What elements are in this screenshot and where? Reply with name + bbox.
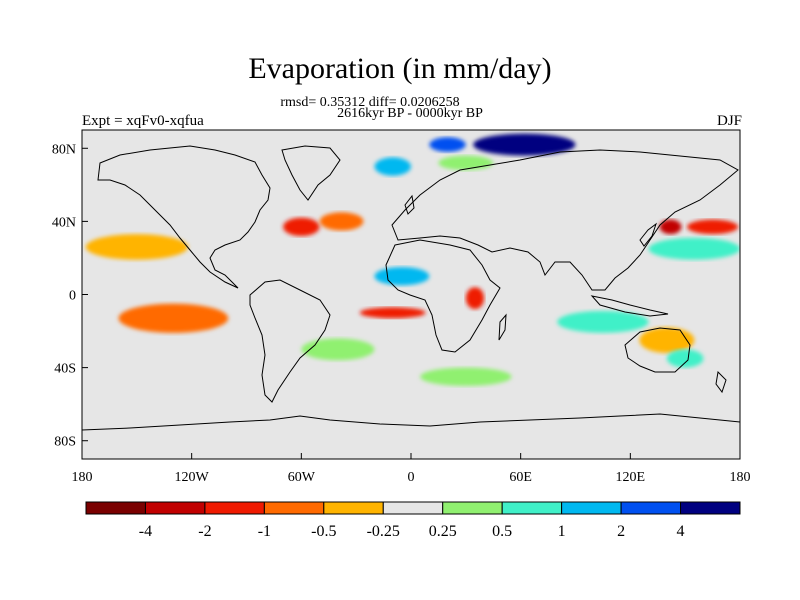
lat-tick-label: 40N [52, 215, 76, 230]
colorbar-label: -1 [258, 523, 271, 540]
anomaly-patch-5 [319, 212, 364, 231]
colorbar-label: -4 [139, 523, 152, 540]
colorbar-swatch [382, 501, 444, 515]
stats-label: rmsd= 0.35312 diff= 0.0206258 [280, 95, 460, 110]
anomaly-patch-0 [473, 133, 576, 156]
colorbar-label: 0.25 [429, 523, 457, 540]
anomaly-patch-10 [465, 287, 485, 310]
colorbar-swatch [501, 501, 563, 515]
lat-tick-label: 80N [52, 142, 76, 157]
lat-tick-label: 80S [54, 435, 76, 450]
lon-tick-label: 120E [616, 470, 646, 485]
anomaly-patch-6 [659, 219, 682, 235]
coastlines [82, 145, 740, 431]
colorbar-swatch [263, 501, 325, 515]
colorbar-swatch [561, 501, 622, 515]
lat-tick-label: 40S [54, 362, 76, 377]
colorbar-label: 4 [677, 523, 685, 540]
map-axes: 180 120W 60W 0 60E 120E 180 80N 40N 0 40S 80S [52, 142, 751, 485]
lon-tick-label: 180 [72, 470, 93, 485]
season-label: DJF [716, 113, 742, 129]
lon-tick-label: 180 [730, 470, 751, 485]
anomaly-patch-2 [374, 157, 411, 176]
anomaly-patch-9 [374, 267, 430, 286]
colorbar-swatch [323, 501, 384, 515]
anomaly-patch-7 [686, 219, 739, 235]
anomaly-patch-12 [118, 303, 229, 333]
colorbar-swatch [204, 501, 265, 515]
colorbar-swatch [85, 501, 146, 515]
anomaly-patch-13 [359, 307, 426, 319]
lon-tick-label: 60W [288, 470, 316, 485]
colorbar-swatch [442, 501, 503, 515]
colorbar-swatch [680, 501, 741, 515]
lon-tick-label: 120W [175, 470, 210, 485]
anomaly-patch-4 [283, 217, 320, 237]
anomaly-patch-17 [301, 338, 375, 361]
colorbar-label: -0.5 [311, 523, 336, 540]
anomaly-patch-18 [420, 367, 512, 386]
colorbar-swatch [144, 501, 206, 515]
anomaly-patch-11 [85, 234, 189, 260]
colorbar-label: -0.25 [367, 523, 400, 540]
lon-tick-label: 0 [408, 470, 415, 485]
anomaly-patch-15 [639, 327, 695, 353]
period-label: 2616kyr BP - 0000kyr BP [337, 106, 483, 121]
colorbar: -4 -2 -1 -0.5 -0.25 0.25 0.5 1 2 4 [85, 501, 741, 540]
anomaly-patch-8 [648, 237, 740, 260]
plot-title: Evaporation (in mm/day) [248, 52, 552, 85]
lat-tick-label: 0 [69, 289, 76, 304]
experiment-label: Expt = xqFv0-xqfua [82, 113, 204, 129]
anomaly-patch-3 [438, 155, 494, 171]
anomaly-patch-16 [666, 349, 704, 368]
map-background [82, 130, 740, 459]
colorbar-label: -2 [198, 523, 211, 540]
evaporation-field [85, 133, 740, 386]
colorbar-swatch [620, 501, 682, 515]
anomaly-patch-14 [557, 310, 649, 333]
anomaly-patch-1 [429, 137, 466, 152]
colorbar-label: 1 [558, 523, 566, 540]
colorbar-label: 2 [617, 523, 625, 540]
colorbar-label: 0.5 [492, 523, 512, 540]
lon-tick-label: 60E [509, 470, 532, 485]
